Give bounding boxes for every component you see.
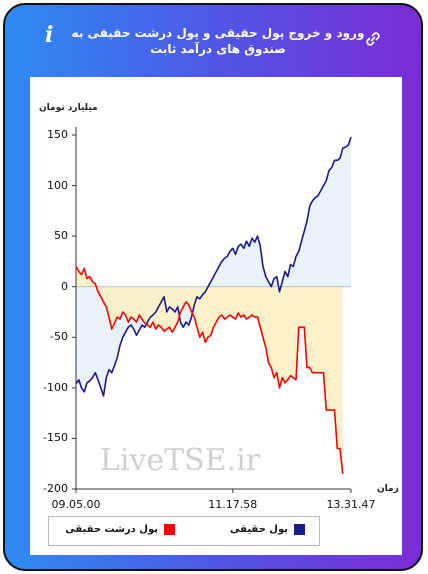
y-tick-label: -150 — [43, 431, 68, 445]
link-icon[interactable] — [365, 31, 381, 47]
legend-item-big-money[interactable]: پول درشت حقیقی — [65, 524, 175, 538]
y-tick-label: -200 — [43, 482, 68, 495]
x-tick-label: 11.17.58 — [208, 498, 258, 511]
y-tick-label: 0 — [61, 279, 68, 293]
legend-swatch-real-money — [294, 524, 305, 535]
card-header: i ورود و خروج پول حقیقی و پول درشت حقیقی… — [5, 5, 421, 75]
legend-item-real-money[interactable]: پول حقیقی — [230, 524, 305, 538]
y-tick-label: -100 — [43, 380, 68, 394]
chart-title: ورود و خروج پول حقیقی و پول درشت حقیقی ب… — [71, 26, 365, 56]
x-tick-label: 09.05.00 — [51, 498, 101, 511]
legend: پول حقیقی پول درشت حقیقی — [48, 516, 320, 546]
x-axis-label: زمان — [377, 484, 399, 494]
y-tick-label: 50 — [54, 229, 68, 243]
x-tick-label: 13.31.47 — [326, 498, 376, 511]
y-tick-label: 150 — [47, 128, 68, 141]
info-icon[interactable]: i — [45, 22, 54, 48]
y-axis-label: میلیارد تومان — [39, 103, 98, 113]
y-tick-label: 100 — [47, 178, 68, 192]
chart-panel — [30, 77, 402, 555]
y-tick-label: -50 — [50, 330, 68, 344]
legend-swatch-big-money — [164, 524, 175, 535]
